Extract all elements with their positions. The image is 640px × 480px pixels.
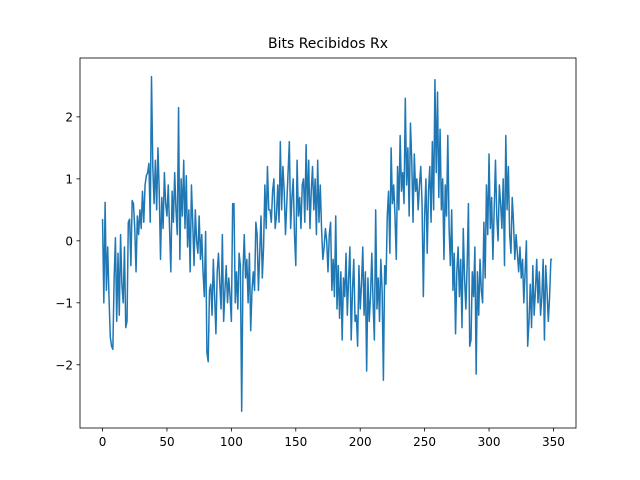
x-tick-label: 0 [99,435,107,449]
x-tick-label: 100 [220,435,243,449]
plot-frame [79,57,577,429]
y-tick-label: 0 [65,234,73,248]
y-tick-label: 2 [65,110,73,124]
data-line [101,75,553,413]
x-tick-label: 150 [284,435,307,449]
y-tick-label: 1 [65,172,73,186]
x-tick-label: 300 [478,435,501,449]
y-tick-label: −1 [55,296,73,310]
x-tick-label: 250 [413,435,436,449]
x-tick-label: 350 [542,435,565,449]
y-tick-label: −2 [55,358,73,372]
chart-title: Bits Recibidos Rx [268,36,388,52]
x-tick-label: 50 [159,435,174,449]
x-tick-label: 200 [349,435,372,449]
